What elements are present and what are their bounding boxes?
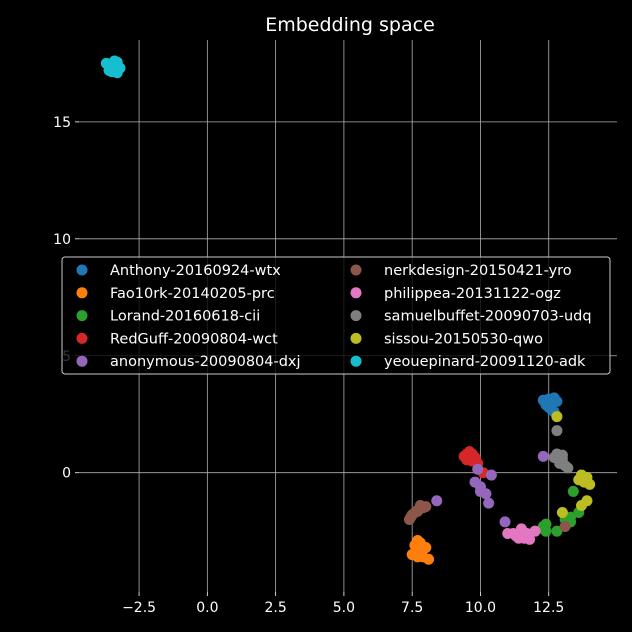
legend-box [61,256,611,375]
legend-label: samuelbuffet-20090703-udq [384,309,592,325]
data-point [575,499,587,511]
data-point [551,411,563,423]
x-tick-label: 5.0 [333,600,355,616]
data-point [551,395,563,407]
legend: Anthony-20160924-wtx Fao10rk-20140205-prc… [61,256,611,375]
data-point [524,533,536,545]
legend-marker [76,287,88,299]
data-point [540,397,552,409]
legend-label: Anthony-20160924-wtx [110,263,281,279]
data-point [499,516,511,528]
legend-label: nerkdesign-20150421-yro [384,263,572,279]
tick-labels: −2.50.02.55.07.510.012.5051015 [53,115,564,616]
x-tick-label: 0.0 [196,600,218,616]
legend-marker [350,287,362,299]
legend-marker [350,355,362,367]
legend-label: sissou-20150530-qwo [384,331,543,347]
data-point [559,521,571,533]
data-points [100,55,596,565]
legend-marker [350,310,362,322]
x-tick-label: 7.5 [401,600,423,616]
x-tick-label: 12.5 [533,600,564,616]
data-point [515,523,527,535]
data-point [412,505,424,517]
data-point [556,456,568,468]
data-point [472,463,484,475]
data-point [483,497,495,509]
data-point [485,469,497,481]
data-point [556,506,568,518]
x-tick-label: −2.5 [122,600,156,616]
legend-label: yeouepinard-20091120-adk [384,354,586,370]
data-point [412,551,424,563]
data-point [537,450,549,462]
chart-title: Embedding space [265,14,435,36]
data-point [551,525,563,537]
legend-label: Lorand-20160618-cii [110,309,260,325]
y-tick-label: 15 [53,115,71,131]
data-point [529,525,541,537]
legend-marker [76,332,88,344]
data-point [431,495,443,507]
data-point [464,446,476,458]
data-point [111,56,123,68]
legend-label: Fao10rk-20140205-prc [110,286,275,302]
x-tick-label: 10.0 [465,600,496,616]
legend-marker [350,332,362,344]
data-point [551,425,563,437]
legend-marker [76,310,88,322]
data-point [414,537,426,549]
legend-label: philippea-20131122-ogz [384,286,561,302]
data-point [474,481,486,493]
legend-marker [350,264,362,276]
data-point [575,469,587,481]
data-point [565,511,577,523]
legend-marker [76,355,88,367]
y-tick-label: 10 [53,232,71,248]
legend-marker [76,264,88,276]
data-point [567,485,579,497]
data-point [420,501,432,513]
legend-label: RedGuff-20090804-wct [110,331,278,347]
y-tick-label: 0 [62,466,71,482]
data-point [423,553,435,565]
data-point [540,518,552,530]
x-tick-label: 2.5 [264,600,286,616]
legend-label: anonymous-20090804-dxj [110,354,301,370]
